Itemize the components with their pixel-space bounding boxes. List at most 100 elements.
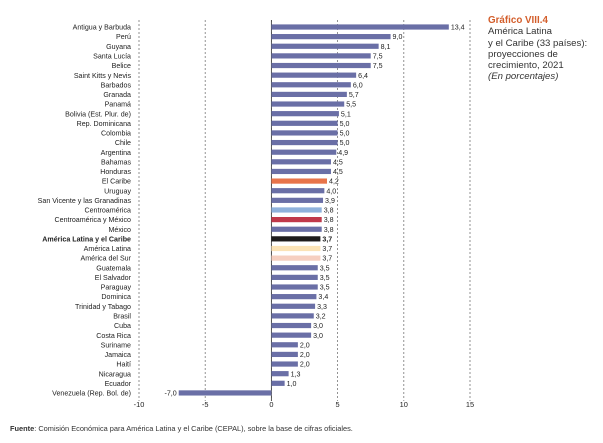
value-label: 3,5 [320, 264, 330, 272]
bar [271, 72, 357, 78]
value-label: 5,1 [341, 110, 351, 118]
bar [271, 168, 331, 175]
category-label: El Caribe [102, 178, 131, 186]
value-label: 9,0 [393, 33, 403, 41]
category-label: Bolivia (Est. Plur. de) [65, 110, 131, 118]
x-tick-label: 5 [336, 400, 340, 409]
category-label: Guyana [106, 43, 131, 51]
category-label: Honduras [100, 168, 131, 176]
category-label: Jamaica [105, 351, 131, 359]
bar [271, 236, 321, 242]
value-label: 5,0 [340, 120, 350, 128]
bar [271, 217, 322, 223]
category-label: Suriname [101, 341, 131, 349]
bar [271, 43, 379, 49]
value-label: 3,0 [313, 322, 323, 330]
category-label: Saint Kitts y Nevis [74, 72, 132, 80]
value-label: 3,7 [322, 255, 332, 263]
chart-caption: Gráfico VIII.4 América Latina y el Carib… [488, 15, 600, 83]
category-label: Brasil [113, 313, 131, 321]
value-label: 5,0 [340, 130, 350, 138]
value-label: 4,0 [326, 187, 336, 195]
bar [271, 265, 318, 271]
caption-line-1: América Latina [488, 26, 552, 38]
category-label: América del Sur [81, 255, 132, 263]
value-label: 3,9 [325, 197, 335, 205]
category-label: El Salvador [95, 274, 132, 282]
category-label: Argentina [101, 149, 131, 157]
figure-number: Gráfico VIII.4 [488, 15, 548, 26]
category-label: América Latina y el Caribe [42, 235, 131, 243]
value-label: 3,5 [320, 284, 330, 292]
value-label: 3,3 [317, 303, 327, 311]
bar [271, 139, 338, 146]
bar [271, 322, 312, 329]
x-tick-label: 10 [400, 400, 408, 409]
value-label: 1,0 [287, 380, 297, 388]
bar [271, 380, 285, 386]
value-label: 2,0 [300, 361, 310, 369]
x-tick-label: -10 [134, 400, 145, 409]
category-label: México [109, 226, 132, 234]
bar [271, 101, 345, 107]
category-label: Panamá [105, 101, 131, 109]
value-label: 5,0 [340, 139, 350, 147]
value-label: 4,5 [333, 168, 343, 176]
value-label: 1,3 [291, 370, 301, 378]
category-label: Uruguay [104, 187, 131, 195]
value-label: 3,4 [318, 293, 328, 301]
value-label: 4,9 [338, 149, 348, 157]
bar [271, 34, 391, 40]
category-label: Dominica [101, 293, 131, 301]
bar [271, 197, 324, 203]
bar [271, 91, 347, 98]
category-label: Paraguay [101, 284, 132, 292]
bar [271, 294, 317, 300]
category-label: América Latina [84, 245, 131, 253]
bar [271, 130, 338, 136]
bar [271, 82, 351, 88]
value-label: 3,7 [322, 245, 332, 253]
bars [178, 24, 449, 396]
bar [271, 111, 339, 117]
value-label: 2,0 [300, 341, 310, 349]
bar [271, 120, 338, 126]
caption-units: (En porcentajes) [488, 71, 559, 83]
bar [271, 361, 298, 367]
value-label: 6,4 [358, 72, 368, 80]
bar [271, 245, 321, 252]
caption-line-3: proyecciones de [488, 48, 558, 60]
category-label: Costa Rica [96, 332, 131, 340]
category-label: Santa Lucía [93, 52, 131, 60]
category-label: Trinidad y Tabago [75, 303, 131, 311]
category-label: Rep. Dominicana [77, 120, 131, 128]
category-label: Belice [112, 62, 131, 70]
bar [271, 284, 318, 290]
category-label: Centroamérica [84, 207, 131, 215]
value-label: 13,4 [451, 24, 465, 32]
value-label: 3,2 [316, 313, 326, 321]
category-label: San Vicente y las Granadinas [38, 197, 132, 205]
bar [271, 188, 325, 194]
caption-line-4: crecimiento, 2021 [488, 60, 564, 72]
category-label: Cuba [114, 322, 131, 330]
value-label: 5,7 [349, 91, 359, 99]
bar [271, 207, 322, 213]
value-label: 3,8 [324, 216, 334, 224]
value-label: 7,5 [373, 52, 383, 60]
bar [271, 274, 318, 280]
category-label: Ecuador [105, 380, 132, 388]
category-label: Perú [116, 33, 131, 41]
value-label: 5,5 [346, 101, 356, 109]
bar [271, 332, 312, 338]
value-labels: 13,49,08,17,57,56,46,05,75,55,15,05,05,0… [164, 24, 464, 398]
source-note: Fuente: Comisión Económica para América … [10, 424, 353, 433]
x-tick-label: 15 [466, 400, 474, 409]
bar [271, 226, 322, 232]
bar [271, 255, 321, 261]
category-label: Centroamérica y México [55, 216, 132, 224]
category-label: Guatemala [96, 264, 131, 272]
source-label: Fuente [10, 424, 35, 433]
